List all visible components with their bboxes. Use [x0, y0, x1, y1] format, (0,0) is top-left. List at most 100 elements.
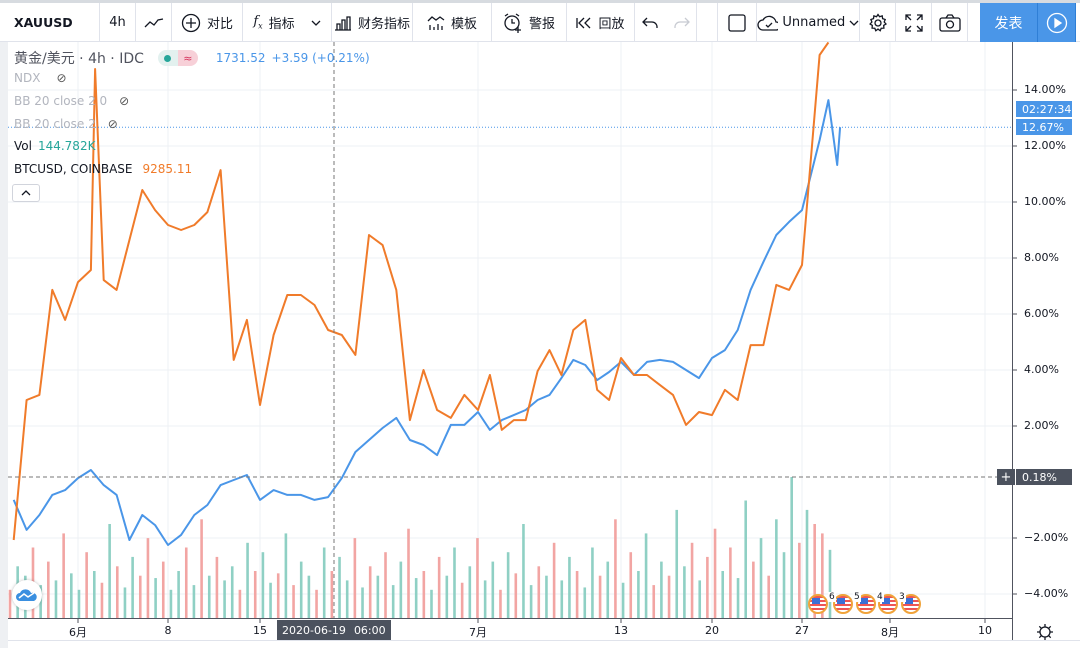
bb1-legend[interactable]: BB 20 close 2 0 ⊘ [14, 94, 129, 108]
bb2-legend[interactable]: BB 20 close 2 ⊘ [14, 117, 118, 131]
volume-bar [767, 575, 770, 618]
fullscreen-button[interactable] [896, 3, 932, 42]
economic-event-flag-icon[interactable] [856, 594, 876, 614]
crosshair-value-label: 0.18% [1022, 470, 1057, 484]
volume-bar [591, 547, 594, 618]
volume-bar [345, 580, 349, 618]
compare-button[interactable]: 对比 [172, 3, 243, 42]
collapse-legend-button[interactable] [12, 184, 40, 202]
volume-bar [606, 561, 610, 618]
eye-hidden-icon[interactable]: ⊘ [107, 117, 118, 131]
play-icon [1046, 12, 1067, 33]
volume-bar [100, 582, 104, 618]
redo-icon[interactable] [673, 17, 690, 29]
volume-bar [39, 585, 42, 618]
volume-legend[interactable]: Vol 144.782K [14, 139, 95, 153]
xauusd-line[interactable] [12, 99, 842, 546]
volume-bar [315, 589, 318, 618]
tradingview-logo[interactable] [12, 580, 42, 610]
volume-bar [698, 580, 702, 618]
economic-event-flag-icon[interactable] [901, 594, 921, 614]
economic-event-flag-icon[interactable] [833, 594, 853, 614]
alert-button[interactable]: 警报 [492, 3, 567, 42]
x-tick-label: 7月 [469, 626, 487, 639]
approx-icon: ≈ [177, 50, 198, 66]
volume-bar [384, 552, 387, 618]
volume-bar [407, 528, 410, 618]
template-icon [427, 15, 445, 30]
volume-bar [361, 587, 364, 618]
series-group [12, 42, 842, 546]
symbol-search-button[interactable]: XAUUSD [0, 3, 100, 42]
layout-select-button[interactable] [718, 3, 757, 42]
cloud-logo-icon [16, 589, 37, 601]
templates-button[interactable]: 模板 [413, 3, 492, 42]
chart-type-button[interactable] [136, 3, 172, 42]
volume-bar [522, 524, 525, 618]
volume-bar [667, 575, 671, 618]
volume-bar [537, 566, 541, 618]
volume-bar [391, 585, 395, 618]
y-tick-label: 8.00% [1024, 251, 1059, 264]
symbol-label: XAUUSD [14, 15, 73, 30]
x-tick-label: 13 [614, 624, 628, 637]
add-alert-plus-button[interactable]: + [997, 469, 1015, 485]
line-chart-icon [144, 17, 163, 27]
y-tick-label: −4.00% [1024, 587, 1069, 600]
financials-button[interactable]: 财务指标 [332, 3, 413, 42]
main-series-legend: 黄金/美元 · 4h · IDC ≈ 1731.52 +3.59 (+0.21%… [14, 48, 370, 68]
economic-event-flag-icon[interactable] [808, 594, 828, 614]
gear-icon [1037, 624, 1053, 640]
settings-button[interactable] [860, 3, 896, 42]
x-tick-label: 8 [164, 624, 172, 637]
ndx-legend[interactable]: NDX ⊘ [14, 71, 67, 85]
event-count: 5 [853, 592, 861, 602]
btc-legend[interactable]: BTCUSD, COINBASE 9285.11 [14, 162, 192, 176]
replay-icon [576, 17, 591, 28]
event-count: 4 [876, 592, 884, 602]
volume-bar [414, 578, 418, 618]
volume-bar [307, 575, 311, 618]
volume-bar [552, 542, 556, 618]
volume-bar [161, 561, 165, 618]
volume-bar [721, 571, 725, 618]
bb1-label: BB 20 close 2 0 [14, 94, 108, 108]
chart-canvas[interactable] [8, 42, 1080, 648]
y-tick-label: 14.00% [1024, 83, 1066, 96]
layout-name-button[interactable]: Unnamed [757, 3, 860, 42]
volume-bar [146, 538, 150, 618]
axis-settings-button[interactable] [1036, 623, 1054, 645]
chevron-down-icon [311, 20, 321, 26]
eye-hidden-icon[interactable]: ⊘ [119, 94, 130, 108]
volume-bar [598, 575, 602, 618]
publish-button[interactable]: 发表 [980, 3, 1038, 42]
indicators-button[interactable]: fx 指标 [243, 3, 332, 42]
replay-button[interactable]: 回放 [567, 3, 635, 42]
volume-bar [200, 519, 203, 618]
volume-bar [460, 582, 464, 618]
volume-bar [430, 589, 433, 618]
volume-bar [729, 547, 732, 618]
undo-icon[interactable] [641, 17, 658, 29]
volume-bar [491, 561, 495, 618]
x-tick-label: 8月 [881, 626, 899, 639]
volume-bar [338, 556, 341, 618]
volume-bar [736, 578, 740, 618]
x-tick-label: 6月 [69, 626, 87, 639]
volume-bar [437, 556, 441, 618]
x-tick-label: 27 [795, 624, 809, 637]
eye-hidden-icon[interactable]: ⊘ [56, 71, 67, 85]
snapshot-button[interactable] [932, 3, 968, 42]
volume-bar [637, 571, 640, 618]
market-status-pill[interactable]: ≈ [157, 50, 198, 66]
chevron-up-icon [21, 190, 31, 196]
interval-button[interactable]: 4h [100, 3, 136, 42]
fullscreen-icon [904, 13, 923, 32]
chevron-down-icon [849, 20, 859, 26]
volume-bar [223, 580, 226, 618]
btcusd-line[interactable] [12, 42, 830, 541]
play-button[interactable] [1038, 3, 1076, 42]
publish-label: 发表 [994, 15, 1023, 32]
y-tick-label: 4.00% [1024, 363, 1059, 376]
volume-bar [284, 533, 288, 618]
